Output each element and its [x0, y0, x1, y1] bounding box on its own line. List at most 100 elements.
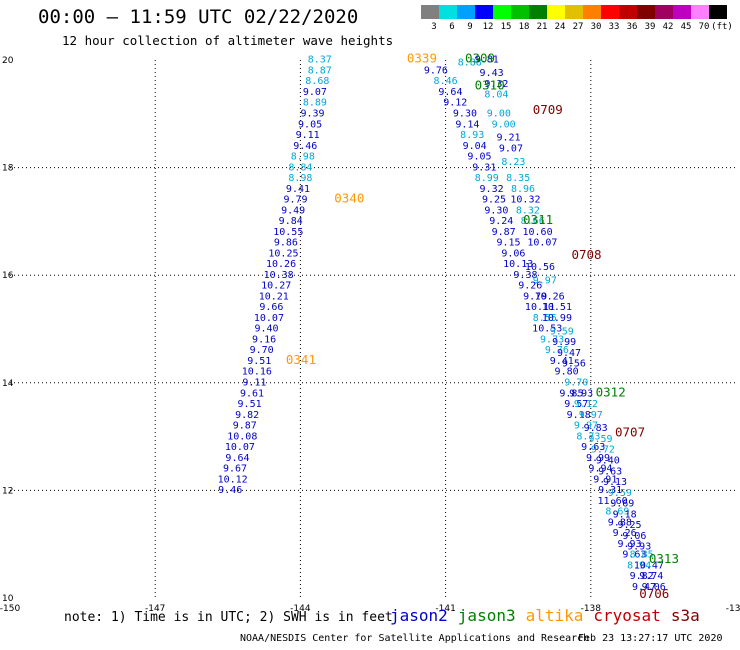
wave-height-value: 9.70: [564, 377, 588, 388]
color-label: 9: [467, 22, 473, 32]
wave-height-value: 9.00: [487, 108, 511, 119]
wave-height-value: 8.35: [506, 173, 530, 184]
wave-height-value: 9.32: [484, 79, 508, 90]
wave-height-value: 9.97: [533, 275, 557, 286]
wave-height-value: 8.37: [308, 55, 332, 66]
color-label: (ft): [711, 22, 733, 32]
wave-height-value: 9.00: [492, 119, 516, 130]
wave-height-value: 9.05: [298, 119, 322, 130]
wave-height-value: 10.27: [261, 281, 291, 292]
wave-height-value: 9.76: [424, 65, 448, 76]
page-subtitle: 12 hour collection of altimeter wave hei…: [62, 33, 394, 48]
color-swatch: [691, 5, 709, 19]
color-label: 21: [536, 22, 548, 32]
wave-height-value: 9.84: [279, 216, 303, 227]
y-tick-label: 18: [2, 164, 14, 174]
color-swatch: [457, 5, 475, 19]
wave-height-value: 10.32: [510, 195, 540, 206]
wave-height-value: 8.55: [533, 313, 557, 324]
wave-height-value: 10.56: [525, 262, 555, 273]
wave-height-value: 10.07: [254, 313, 284, 324]
wave-height-value: 8.32: [516, 205, 540, 216]
wave-height-value: 9.47: [632, 582, 656, 593]
wave-height-value: 9.46: [293, 141, 317, 152]
wave-height-value: 10.53: [532, 324, 562, 335]
wave-height-value: 9.51: [238, 399, 262, 410]
wave-height-value: 9.12: [443, 98, 467, 109]
wave-height-value: 9.82: [235, 410, 259, 421]
wave-height-value: 8.98: [288, 173, 312, 184]
wave-height-value: 9.30: [484, 205, 508, 216]
wave-height-value: 10.55: [273, 227, 303, 238]
wave-height-value: 8.87: [308, 65, 332, 76]
wave-height-value: 9.86: [274, 238, 298, 249]
wave-height-value: 9.94: [588, 464, 612, 475]
wave-height-value: 9.21: [496, 133, 520, 144]
legend-s3a: s3a: [670, 606, 700, 625]
wave-height-value: 9.57: [564, 399, 588, 410]
footnote: note: 1) Time is in UTC; 2) SWH is in fe…: [64, 610, 393, 625]
wave-height-value: 9.97: [574, 421, 598, 432]
wave-height-value: 10.60: [523, 227, 553, 238]
wave-height-value: 11.60: [598, 496, 628, 507]
y-tick-label: 16: [2, 271, 14, 281]
pass-label: 0339: [407, 51, 437, 66]
wave-height-value: 8.23: [501, 157, 525, 168]
color-label: 6: [449, 22, 455, 32]
page-title: 00:00 – 11:59 UTC 02/22/2020: [38, 6, 359, 28]
wave-height-value: 9.05: [467, 152, 491, 163]
wave-height-value: 10.11: [525, 302, 555, 313]
wave-height-value: 10.13: [503, 259, 533, 270]
x-tick-label: -144: [290, 604, 311, 614]
pass-label: 0341: [286, 352, 316, 367]
x-tick-label: -135: [726, 604, 740, 614]
wave-height-value: 10.12: [218, 474, 248, 485]
wave-height-value: 9.41: [550, 356, 574, 367]
wave-height-value: 9.59: [550, 326, 574, 337]
wave-height-value: 9.18: [567, 410, 591, 421]
wave-height-value: 9.63: [581, 442, 605, 453]
wave-height-value: 9.12: [574, 399, 598, 410]
wave-height-value: 9.04: [463, 141, 487, 152]
color-swatch: [601, 5, 619, 19]
legend-jason3: jason3: [457, 606, 516, 625]
wave-height-value: 8.99: [475, 173, 499, 184]
color-swatch: [493, 5, 511, 19]
wave-height-value: 10.21: [259, 291, 289, 302]
y-tick-label: 10: [2, 594, 14, 604]
wave-height-value: 8.98: [291, 152, 315, 163]
wave-height-value: 9.51: [247, 356, 271, 367]
wave-height-value: 10.26: [535, 291, 565, 302]
wave-height-value: 8.94: [627, 560, 651, 571]
wave-height-value: 9.66: [259, 302, 283, 313]
wave-height-value: 9.93: [569, 388, 593, 399]
y-tick-label: 12: [2, 486, 13, 496]
wave-height-value: 9.70: [250, 345, 274, 356]
wave-height-value: 9.79: [284, 195, 308, 206]
wave-height-value: 8.73: [576, 431, 600, 442]
wave-height-value: 9.63: [622, 550, 646, 561]
pass-label: 0311: [523, 212, 553, 227]
wave-height-value: 9.06: [642, 582, 666, 593]
pass-label: 0313: [649, 551, 679, 566]
x-tick-label: -138: [581, 604, 602, 614]
color-label: 45: [680, 22, 692, 32]
wave-height-value: 10.07: [225, 442, 255, 453]
wave-height-value: 10.99: [542, 313, 572, 324]
color-label: 33: [608, 22, 620, 32]
x-tick-label: -150: [0, 604, 20, 614]
wave-height-value: 9.24: [489, 216, 513, 227]
wave-height-value: 9.87: [492, 227, 516, 238]
wave-height-value: 9.25: [482, 195, 506, 206]
color-swatch: [709, 5, 727, 19]
wave-height-value: 9.87: [233, 421, 257, 432]
color-swatch: [637, 5, 655, 19]
wave-height-value: 8.93: [460, 130, 484, 141]
wave-height-value: 9.59: [588, 434, 612, 445]
wave-height-value: 9.79: [523, 291, 547, 302]
wave-height-value: 9.81: [475, 55, 499, 66]
pass-label: 0707: [615, 425, 645, 440]
color-swatch: [475, 5, 493, 19]
y-tick-label: 14: [2, 379, 14, 389]
